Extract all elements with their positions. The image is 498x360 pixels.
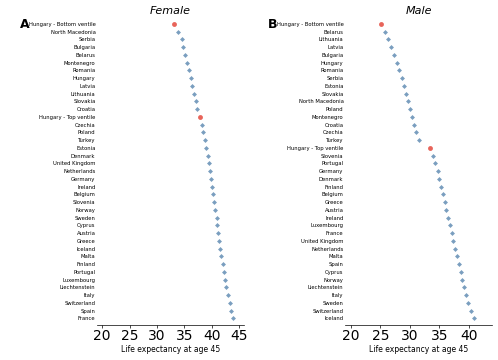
Title: Male: Male xyxy=(405,5,432,15)
X-axis label: Life expectancy at age 45: Life expectancy at age 45 xyxy=(369,346,468,355)
Text: B: B xyxy=(268,18,277,31)
Text: A: A xyxy=(20,18,30,31)
X-axis label: Life expectancy at age 45: Life expectancy at age 45 xyxy=(121,346,220,355)
Title: Female: Female xyxy=(150,5,191,15)
